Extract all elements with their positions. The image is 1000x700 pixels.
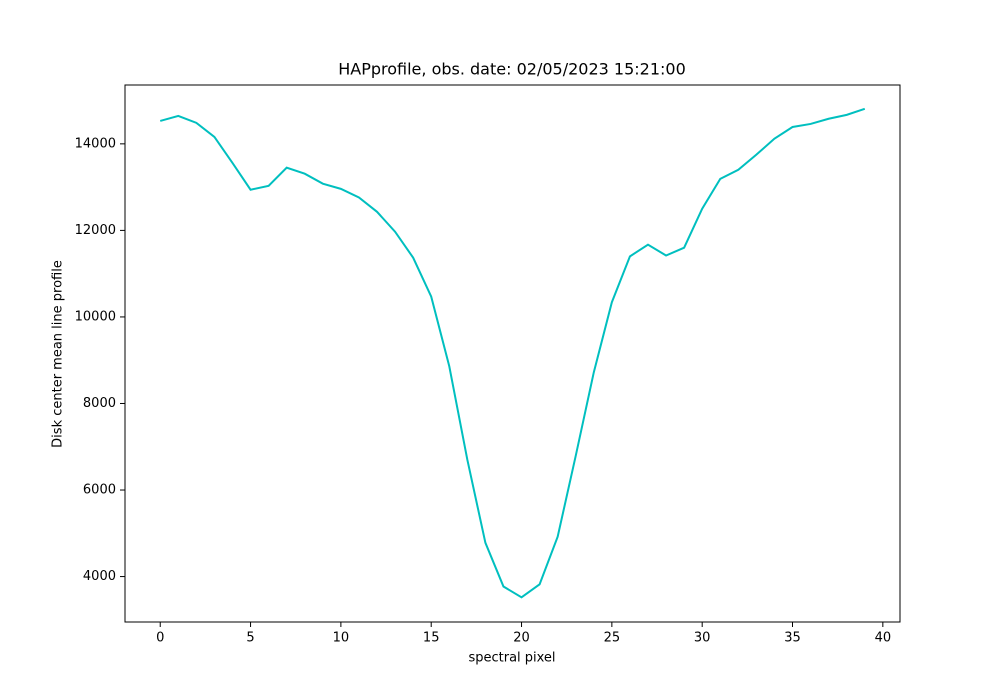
x-axis-label: spectral pixel: [468, 651, 555, 666]
y-tick-label: 6000: [83, 483, 116, 498]
y-tick-label: 8000: [83, 396, 116, 411]
x-tick-label: 15: [423, 631, 440, 646]
x-tick-label: 35: [784, 631, 801, 646]
x-tick-label: 5: [246, 631, 254, 646]
x-tick-label: 40: [875, 631, 892, 646]
axes-frame: [124, 84, 901, 623]
x-tick-label: 0: [156, 631, 164, 646]
x-tick-label: 30: [694, 631, 711, 646]
x-tick-label: 25: [604, 631, 621, 646]
chart-title: HAPprofile, obs. date: 02/05/2023 15:21:…: [338, 60, 686, 79]
x-tick-label: 20: [513, 631, 530, 646]
x-tick-label: 10: [333, 631, 350, 646]
data-line: [159, 107, 866, 599]
y-tick-label: 12000: [75, 223, 116, 238]
y-axis-label: Disk center mean line profile: [51, 260, 66, 448]
y-tick-label: 4000: [83, 569, 116, 584]
y-tick-label: 10000: [75, 309, 116, 324]
y-tick-label: 14000: [75, 136, 116, 151]
